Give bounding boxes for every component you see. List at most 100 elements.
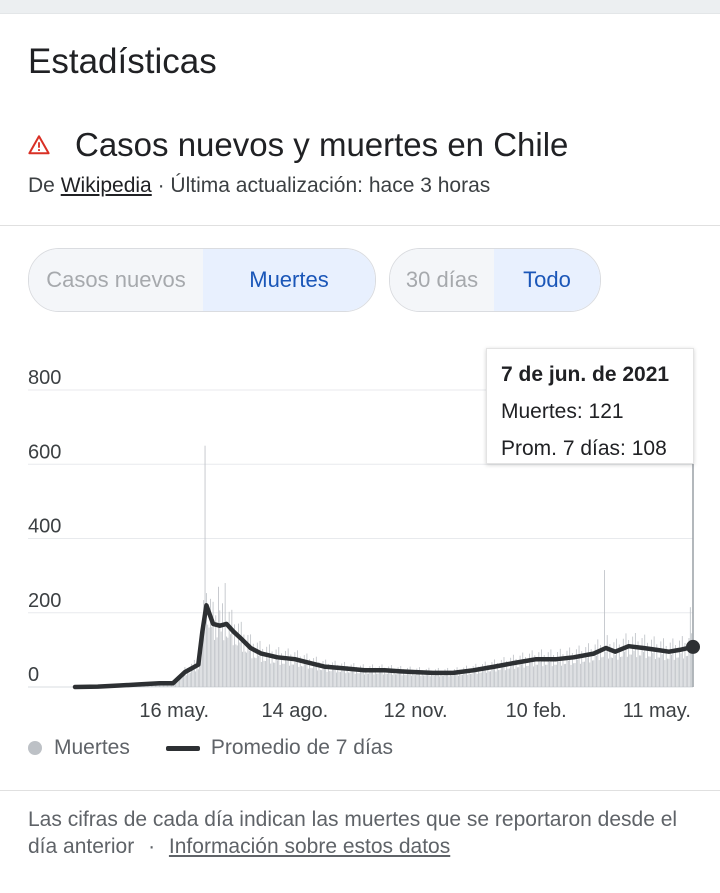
bar-deaths (565, 663, 567, 687)
bar-deaths (381, 664, 383, 687)
bar-deaths (683, 658, 685, 687)
bar-deaths (483, 670, 485, 687)
bar-deaths (542, 666, 544, 687)
bar-deaths (247, 634, 249, 687)
toggle-30-days[interactable]: 30 días (390, 249, 494, 311)
bar-deaths (447, 667, 449, 687)
bar-deaths (628, 640, 630, 687)
chart-legend: Muertes Promedio de 7 días (28, 733, 393, 763)
bar-deaths (366, 673, 368, 687)
bar-deaths (511, 665, 513, 687)
bar-deaths (191, 663, 193, 687)
bar-deaths (451, 675, 453, 687)
bar-deaths (350, 664, 352, 687)
bar-deaths (543, 654, 545, 687)
bar-deaths (533, 666, 534, 687)
bar-deaths (546, 664, 548, 687)
bar-deaths (512, 654, 514, 687)
bar-deaths (428, 667, 430, 687)
divider (0, 790, 720, 791)
bar-deaths (279, 664, 281, 687)
y-tick-label: 200 (28, 590, 61, 612)
bar-deaths (274, 662, 276, 687)
bar-deaths (243, 634, 245, 687)
bar-deaths (579, 663, 581, 687)
bar-deaths (236, 645, 238, 687)
x-tick-label: 16 may. (139, 700, 209, 722)
bar-deaths (671, 654, 672, 687)
bar-deaths (467, 674, 469, 687)
bar-deaths (425, 669, 427, 687)
bar-deaths (340, 671, 341, 687)
bar-deaths (297, 650, 298, 687)
bar-deaths (608, 658, 609, 687)
bar-deaths (518, 667, 520, 687)
bar-deaths (240, 621, 242, 687)
bar-deaths (405, 674, 407, 687)
bar-deaths (393, 668, 395, 687)
bar-deaths (482, 664, 483, 687)
bar-deaths (246, 652, 248, 687)
bar-deaths (184, 666, 186, 687)
bar-deaths (640, 655, 642, 687)
bar-deaths (378, 666, 380, 687)
bar-deaths (600, 645, 601, 687)
source-link[interactable]: Wikipedia (60, 174, 152, 197)
bar-deaths (660, 641, 662, 687)
bar-deaths (448, 676, 450, 687)
bar-deaths (452, 675, 454, 687)
legend-bars-swatch (28, 741, 42, 755)
bar-deaths (409, 666, 411, 687)
bar-deaths (651, 639, 652, 687)
bar-deaths (462, 674, 463, 687)
bar-deaths (561, 665, 563, 687)
bar-deaths (436, 674, 438, 687)
bar-deaths (392, 674, 394, 687)
bar-deaths (204, 445, 206, 687)
bar-deaths (453, 669, 455, 687)
bar-deaths (364, 674, 365, 687)
bar-deaths (663, 638, 664, 687)
bar-deaths (260, 661, 262, 687)
bar-deaths (672, 638, 674, 687)
bar-deaths (369, 666, 371, 687)
bar-deaths (463, 667, 465, 687)
bar-deaths (346, 665, 348, 687)
bar-deaths (633, 650, 635, 687)
bar-deaths (251, 658, 253, 687)
bar-deaths (420, 676, 422, 687)
x-tick-label: 12 nov. (383, 700, 447, 722)
headline: Casos nuevos y muertes en Chile (28, 122, 568, 168)
bar-deaths (242, 651, 243, 687)
bar-deaths (583, 661, 585, 687)
bar-deaths (508, 668, 510, 687)
bar-deaths (539, 661, 541, 687)
bar-deaths (547, 652, 549, 687)
bar-deaths (586, 658, 588, 687)
bar-deaths (256, 642, 258, 687)
range-toggle: 30 días Todo (389, 248, 601, 312)
deaths-chart[interactable]: 0 200 400 600 800 16 may. 14 ago. 12 nov. 10 fe… (0, 330, 720, 730)
bar-deaths (684, 642, 686, 687)
bar-deaths (354, 673, 356, 687)
bar-deaths (295, 662, 297, 687)
toggle-deaths[interactable]: Muertes (203, 249, 375, 311)
bar-deaths (275, 649, 277, 687)
toggle-new-cases[interactable]: Casos nuevos (29, 249, 203, 311)
bar-deaths (421, 670, 423, 687)
bar-deaths (638, 655, 640, 687)
toggle-all[interactable]: Todo (494, 249, 600, 311)
bar-deaths (407, 667, 408, 687)
bar-deaths (306, 653, 308, 687)
bar-deaths (652, 653, 654, 687)
data-info-link[interactable]: Información sobre estos datos (168, 835, 451, 858)
bar-deaths (601, 657, 603, 687)
source-prefix: De (28, 174, 55, 197)
bar-deaths (557, 652, 559, 687)
bar-deaths (588, 643, 589, 687)
bar-deaths (487, 664, 489, 687)
bar-deaths (232, 645, 234, 687)
metric-toggle: Casos nuevos Muertes (28, 248, 376, 312)
bar-deaths (281, 653, 282, 687)
selected-point[interactable] (686, 639, 700, 654)
